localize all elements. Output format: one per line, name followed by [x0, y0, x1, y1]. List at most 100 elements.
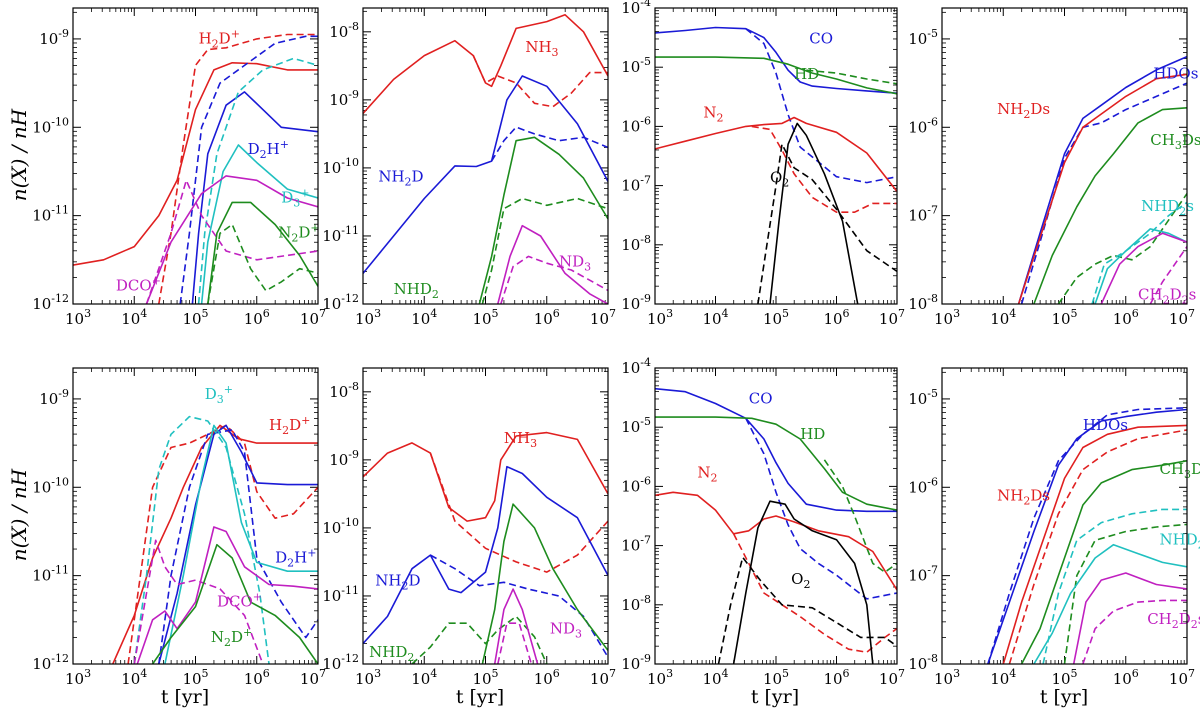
series-label: N2	[697, 464, 717, 485]
series-group	[363, 431, 608, 664]
series-line	[655, 26, 897, 94]
panel-bottom-1: 103 104 105 106 107 10-12 10-11 10-10 10-9 D3+ H2D…	[32, 367, 326, 688]
series-label: DCO+	[217, 591, 262, 611]
series-line	[757, 143, 897, 304]
y-tick-label: 10-12	[32, 292, 69, 313]
panels-group: 103 104 105 106 107 10-12 10-11 10-10 10-9 H2D+ D2…	[32, 0, 1200, 688]
axes-frame	[72, 367, 319, 665]
series-line	[500, 255, 608, 304]
series-line	[1033, 543, 1187, 664]
series-line	[1042, 508, 1187, 664]
series-line	[481, 197, 608, 304]
x-tick-label: 104	[990, 667, 1016, 688]
x-tick-label: 104	[121, 667, 147, 688]
series-group	[363, 14, 608, 304]
series-line	[158, 424, 318, 664]
series-line	[478, 136, 608, 304]
series-group	[73, 33, 318, 304]
series-label: CH2D2s	[1147, 610, 1200, 631]
series-line	[158, 429, 318, 664]
y-tick-label: 10-8	[908, 292, 938, 313]
x-tick-label: 103	[647, 667, 673, 688]
y-tick-label: 10-11	[32, 204, 69, 225]
y-tick-label: 10-11	[32, 564, 69, 585]
series-line	[987, 407, 1187, 664]
series-line	[1094, 228, 1187, 304]
x-tick-label: 103	[65, 307, 91, 328]
panel-bottom-3: 103 104 105 106 107 10-9 10-8 10-7 10-6 10-5 10-4 C…	[621, 356, 905, 688]
x-tick-label: 106	[1113, 667, 1139, 688]
x-tick-label: 107	[879, 307, 905, 328]
series-line	[429, 452, 608, 573]
x-tick-label: 105	[182, 307, 208, 328]
y-tick-label: 10-10	[322, 156, 359, 177]
series-line	[1100, 232, 1187, 304]
x-tick-label: 107	[590, 307, 616, 328]
series-line	[493, 588, 539, 664]
axes-frame	[72, 7, 319, 305]
series-label: NHD2s	[1141, 197, 1194, 218]
panel-top-1: 103 104 105 106 107 10-12 10-11 10-10 10-9 H2D+ D2…	[32, 7, 326, 328]
series-line	[655, 56, 897, 95]
series-line	[179, 35, 318, 304]
series-label: N2	[703, 104, 723, 125]
series-label: HD	[800, 425, 825, 443]
y-tick-label: 10-5	[621, 55, 651, 76]
y-tick-label: 10-6	[621, 474, 651, 495]
x-tick-label: 103	[934, 667, 960, 688]
series-group	[655, 26, 897, 304]
x-tick-label: 107	[1169, 667, 1195, 688]
series-label: H2D+	[199, 27, 240, 50]
panel-top-2: 103 104 105 106 107 10-12 10-11 10-10 10-9 10-8 NH…	[322, 7, 616, 328]
series-line	[655, 416, 897, 511]
axes-frame	[654, 367, 898, 665]
series-label: NH2D	[375, 572, 420, 593]
series-line	[1091, 201, 1187, 304]
x-tick-label: 105	[1051, 667, 1077, 688]
series-line	[806, 69, 897, 85]
y-tick-label: 10-9	[39, 387, 69, 408]
series-line	[497, 224, 608, 304]
series-line	[1020, 460, 1187, 664]
y-tick-label: 10-8	[329, 380, 359, 401]
x-tick-label: 107	[879, 667, 905, 688]
series-line	[769, 122, 859, 304]
y-tick-label: 10-10	[322, 516, 359, 537]
x-tick-label: 106	[534, 307, 560, 328]
y-tick-label: 10-8	[329, 20, 359, 41]
series-label: D2H+	[275, 546, 316, 569]
x-tick-label: 103	[65, 667, 91, 688]
y-tick-label: 10-4	[621, 0, 651, 17]
y-tick-label: 10-11	[322, 224, 359, 245]
y-tick-label: 10-9	[39, 27, 69, 48]
x-tick-label: 103	[355, 667, 381, 688]
x-tick-label: 107	[300, 307, 326, 328]
series-line	[197, 57, 318, 304]
x-tick-label: 106	[244, 307, 270, 328]
series-group	[1017, 55, 1187, 304]
series-line	[490, 126, 608, 162]
y-tick-label: 10-10	[32, 115, 69, 136]
y-tick-label: 10-9	[621, 652, 651, 673]
x-tick-label: 104	[990, 307, 1016, 328]
series-line	[1017, 55, 1187, 304]
y-tick-label: 10-9	[621, 292, 651, 313]
series-label: HDOs	[1153, 65, 1198, 83]
series-label: NH2Ds	[997, 100, 1050, 121]
x-tick-label: 105	[1051, 307, 1077, 328]
y-tick-label: 10-12	[322, 652, 359, 673]
series-line	[717, 556, 897, 664]
series-label: H2D+	[269, 414, 310, 437]
axes-frame	[654, 7, 898, 305]
series-label: O2	[770, 169, 789, 190]
x-tick-label: 105	[472, 307, 498, 328]
series-line	[1072, 572, 1187, 664]
series-line	[732, 500, 874, 664]
x-tick-label: 104	[411, 667, 437, 688]
y-tick-label: 10-5	[621, 415, 651, 436]
series-label: CH2D2s	[1138, 286, 1196, 307]
series-label: D3+	[281, 186, 309, 209]
series-line	[481, 503, 608, 664]
y-tick-label: 10-8	[621, 233, 651, 254]
series-label: D2H+	[248, 138, 289, 161]
